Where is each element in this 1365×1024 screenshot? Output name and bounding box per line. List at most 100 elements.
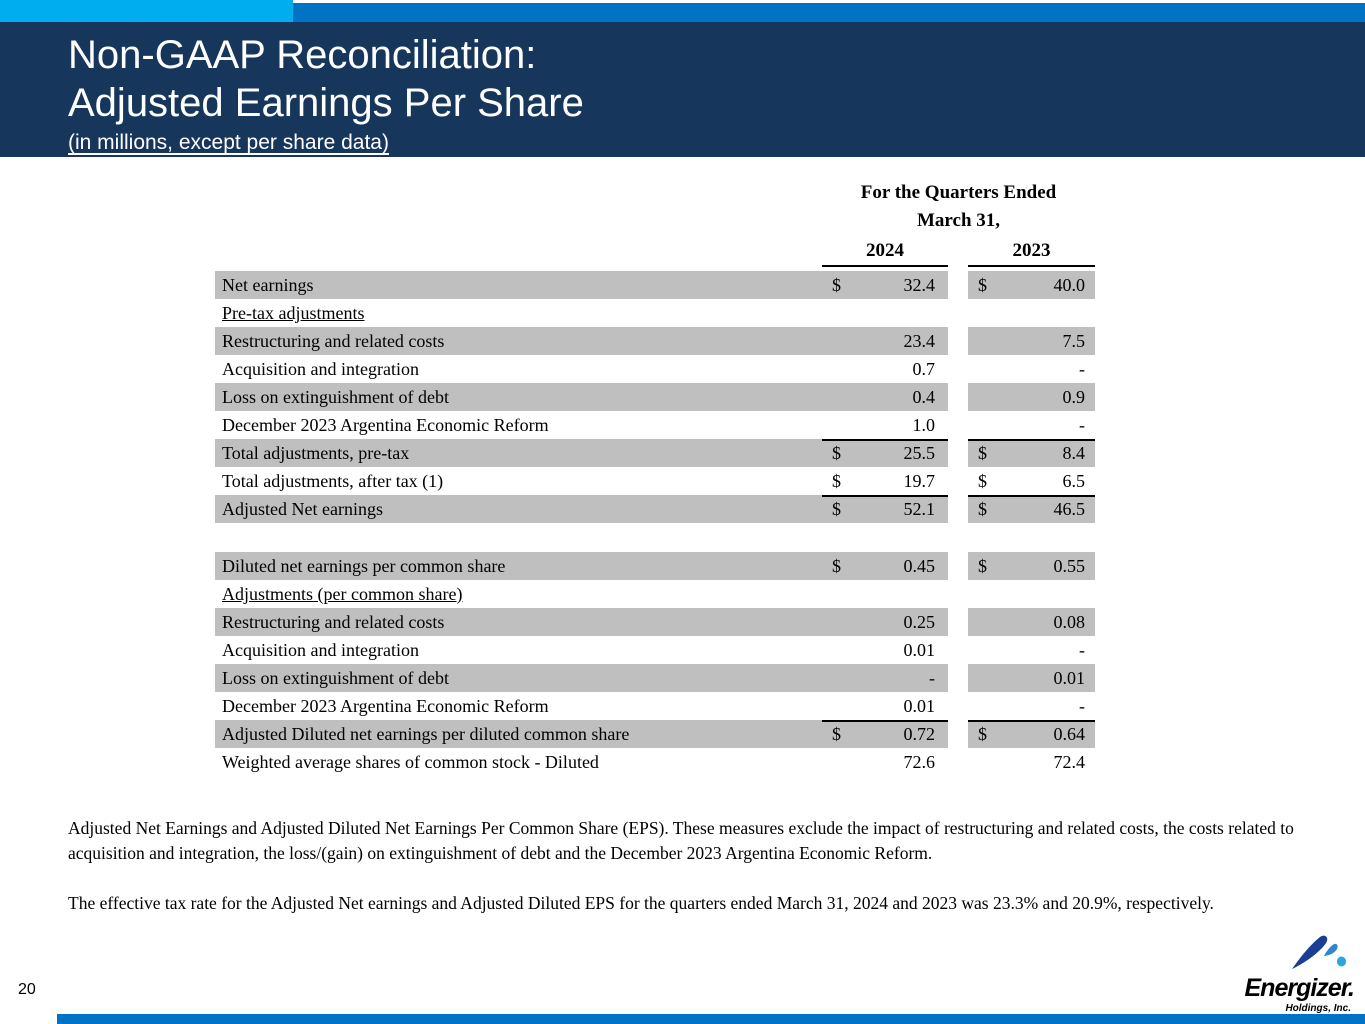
row-label-text: Adjusted Net earnings	[222, 499, 383, 519]
row-label-text: Adjustments (per common share)	[222, 584, 463, 604]
cell-value-2024: 0.01	[903, 640, 936, 660]
row-left-segment: Pre-tax adjustments	[215, 299, 948, 327]
value-cell-2023: 72.4	[968, 748, 1095, 776]
value-cell-2024: 0.01	[822, 692, 948, 720]
table-row: Adjusted Diluted net earnings per dilute…	[215, 720, 1095, 748]
currency-symbol: $	[832, 275, 841, 295]
row-left-segment: Loss on extinguishment of debt 0.4	[215, 383, 948, 411]
value-cell-2023: $ 8.4	[968, 439, 1095, 467]
row-label-text: December 2023 Argentina Economic Reform	[222, 696, 549, 716]
column-gap	[948, 748, 968, 776]
value-cell-2024: $ 19.7	[822, 467, 948, 495]
value-cell-2024: $ 32.4	[822, 271, 948, 299]
column-gap	[948, 411, 968, 439]
row-left-segment: Adjustments (per common share)	[215, 580, 948, 608]
cell-value-2024: 0.01	[903, 696, 936, 716]
cell-value-2024: 0.72	[903, 724, 936, 744]
row-label-text: Diluted net earnings per common share	[222, 556, 506, 576]
cell-value-2023: 0.08	[1053, 612, 1086, 632]
table-row: Total adjustments, after tax (1) $ 19.7 …	[215, 467, 1095, 495]
currency-symbol: $	[832, 724, 841, 744]
row-label: Loss on extinguishment of debt	[215, 664, 822, 692]
row-left-segment: Acquisition and integration 0.01	[215, 636, 948, 664]
page-number: 20	[18, 981, 36, 998]
row-label: Adjusted Diluted net earnings per dilute…	[215, 720, 822, 748]
value-cell-2024: 0.4	[822, 383, 948, 411]
row-left-segment: Diluted net earnings per common share $ …	[215, 552, 948, 580]
row-label-text: Weighted average shares of common stock …	[222, 752, 599, 772]
cell-value-2024: 0.45	[903, 556, 936, 576]
column-gap	[948, 467, 968, 495]
value-cell-2023: -	[968, 355, 1095, 383]
column-gap	[948, 720, 968, 748]
row-label: Restructuring and related costs	[215, 327, 822, 355]
column-gap	[948, 636, 968, 664]
row-label: Total adjustments, after tax (1)	[215, 467, 822, 495]
currency-symbol: $	[978, 724, 987, 744]
period-header-line1: For the Quarters Ended	[860, 182, 1057, 203]
row-label-text: December 2023 Argentina Economic Reform	[222, 415, 549, 435]
value-cell-2023: -	[968, 411, 1095, 439]
column-header-2024: 2024	[822, 240, 948, 267]
table-row: Pre-tax adjustments	[215, 299, 1095, 327]
energizer-bolt-icon	[1292, 935, 1347, 969]
cell-value-2023: 0.55	[1053, 556, 1086, 576]
row-label-text: Pre-tax adjustments	[222, 303, 365, 323]
currency-symbol: $	[978, 499, 987, 519]
currency-symbol: $	[978, 471, 987, 491]
table-row: Total adjustments, pre-tax $ 25.5 $ 8.4	[215, 439, 1095, 467]
row-label-text: Loss on extinguishment of debt	[222, 668, 449, 688]
energizer-logo: Energizer. Holdings, Inc.	[1238, 933, 1355, 1014]
row-label: December 2023 Argentina Economic Reform	[215, 411, 822, 439]
table-row: Diluted net earnings per common share $ …	[215, 552, 1095, 580]
value-cell-2024	[822, 580, 948, 608]
row-label-text: Total adjustments, pre-tax	[222, 443, 410, 463]
slide-title-line2: Adjusted Earnings Per Share	[68, 81, 584, 125]
year-header-row: 2024 2023	[822, 240, 1095, 267]
table-row: Weighted average shares of common stock …	[215, 748, 1095, 776]
value-cell-2024: 0.01	[822, 636, 948, 664]
cell-value-2024: 1.0	[912, 415, 936, 435]
value-cell-2024: 1.0	[822, 411, 948, 439]
value-cell-2023: -	[968, 692, 1095, 720]
row-label-text: Adjusted Diluted net earnings per dilute…	[222, 724, 630, 744]
row-label: Diluted net earnings per common share	[215, 552, 822, 580]
cell-value-2023: 46.5	[1053, 499, 1086, 519]
row-label: Acquisition and integration	[215, 636, 822, 664]
row-left-segment: Acquisition and integration 0.7	[215, 355, 948, 383]
value-cell-2023: $ 0.55	[968, 552, 1095, 580]
top-accent-blue-bar	[293, 3, 1365, 22]
cell-value-2024: 52.1	[903, 499, 936, 519]
cell-value-2024: 0.4	[912, 387, 936, 407]
currency-symbol: $	[832, 556, 841, 576]
row-label-text: Acquisition and integration	[222, 640, 419, 660]
table-body: Net earnings $ 32.4 $ 40.0 Pre-tax adjus…	[215, 271, 1095, 776]
cell-value-2023: 8.4	[1062, 443, 1086, 463]
cell-value-2023: 72.4	[1053, 752, 1086, 772]
cell-value-2024: 72.6	[903, 752, 936, 772]
value-cell-2023: 0.9	[968, 383, 1095, 411]
value-cell-2024: -	[822, 664, 948, 692]
footnote-paragraph-2: The effective tax rate for the Adjusted …	[68, 893, 1214, 913]
footnote-paragraph-1: Adjusted Net Earnings and Adjusted Dilut…	[68, 818, 1294, 863]
slide-subtitle: (in millions, except per share data)	[68, 131, 389, 154]
value-cell-2023	[968, 299, 1095, 327]
currency-symbol: $	[832, 499, 841, 519]
row-label: Net earnings	[215, 271, 822, 299]
value-cell-2024: 72.6	[822, 748, 948, 776]
cell-value-2023: -	[1079, 696, 1085, 716]
column-gap	[948, 692, 968, 720]
cell-value-2023: -	[1079, 640, 1085, 660]
column-gap	[948, 327, 968, 355]
table-row: Loss on extinguishment of debt 0.4 0.9	[215, 383, 1095, 411]
column-gap	[948, 495, 968, 523]
column-gap	[948, 552, 968, 580]
row-left-segment: Net earnings $ 32.4	[215, 271, 948, 299]
row-label-text: Restructuring and related costs	[222, 331, 445, 351]
cell-value-2024: 25.5	[903, 443, 936, 463]
row-left-segment: Weighted average shares of common stock …	[215, 748, 948, 776]
column-gap	[948, 580, 968, 608]
row-left-segment: Total adjustments, pre-tax $ 25.5	[215, 439, 948, 467]
table-row: Adjustments (per common share)	[215, 580, 1095, 608]
